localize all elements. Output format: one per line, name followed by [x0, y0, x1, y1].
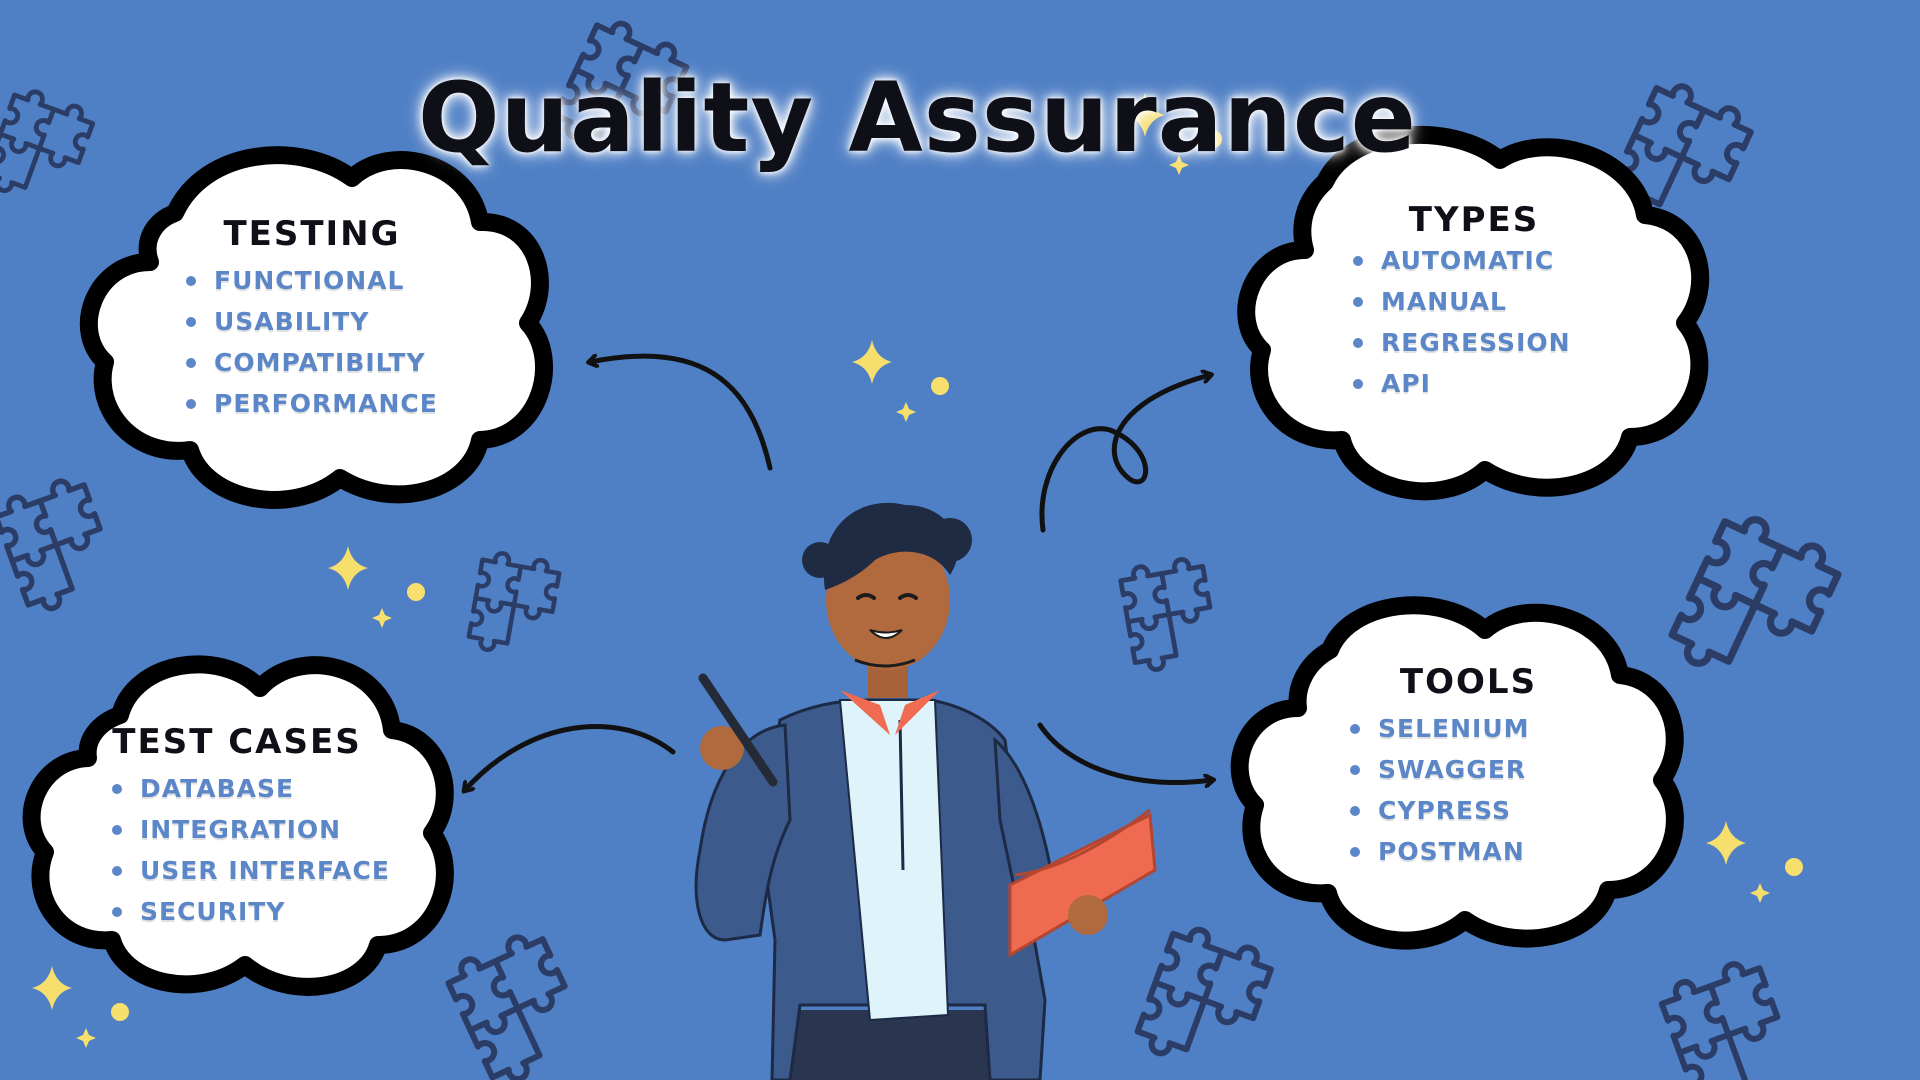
- tools-list: SELENIUM SWAGGER CYPRESS POSTMAN: [1346, 708, 1626, 872]
- testing-list: FUNCTIONAL USABILITY COMPATIBILTY PERFOR…: [182, 260, 482, 424]
- test-cases-list: DATABASE INTEGRATION USER INTERFACE SECU…: [108, 768, 408, 932]
- test-cases-cloud-content: TEST CASES DATABASE INTEGRATION USER INT…: [108, 722, 408, 932]
- puzzle-piece-icon: [1657, 956, 1799, 1080]
- list-item: USER INTERFACE: [108, 850, 408, 891]
- list-item: PERFORMANCE: [182, 383, 482, 424]
- sparkle-icon: [1706, 821, 1803, 903]
- tools-heading: TOOLS: [1399, 662, 1538, 702]
- cloud-test-cases: [22, 655, 454, 996]
- list-item: INTEGRATION: [108, 809, 408, 850]
- curved-arrow-icon: [1039, 375, 1210, 533]
- list-item: COMPATIBILTY: [182, 342, 482, 383]
- testing-heading: TESTING: [223, 214, 401, 254]
- cloud-types: [1237, 125, 1710, 501]
- curved-arrow-icon: [465, 724, 676, 790]
- types-cloud-content: TYPES AUTOMATIC MANUAL REGRESSION API: [1349, 200, 1649, 404]
- list-item: FUNCTIONAL: [182, 260, 482, 301]
- cloud-testing: [79, 146, 553, 509]
- cloud-tools: [1230, 596, 1684, 950]
- puzzle-piece-icon: [443, 927, 592, 1080]
- list-item: POSTMAN: [1346, 831, 1626, 872]
- puzzle-piece-icon: [1119, 556, 1219, 673]
- puzzle-piece-icon: [467, 550, 561, 660]
- page-title: Quality Assurance: [418, 62, 1417, 174]
- puzzle-piece-icon: [0, 85, 96, 211]
- sparkle-icon: [328, 546, 425, 628]
- list-item: MANUAL: [1349, 281, 1649, 322]
- sparkle-icon: [32, 966, 129, 1048]
- list-item: REGRESSION: [1349, 322, 1649, 363]
- list-item: AUTOMATIC: [1349, 240, 1649, 281]
- types-heading: TYPES: [1408, 200, 1540, 240]
- puzzle-piece-icon: [1665, 507, 1844, 701]
- curved-arrow-icon: [1037, 722, 1212, 783]
- puzzle-piece-icon: [1133, 921, 1275, 1079]
- curved-arrow-icon: [590, 353, 773, 471]
- presenter-illustration: [694, 502, 1157, 1080]
- types-list: AUTOMATIC MANUAL REGRESSION API: [1349, 240, 1649, 404]
- puzzle-piece-icon: [0, 474, 120, 616]
- test-cases-heading: TEST CASES: [112, 722, 362, 762]
- list-item: API: [1349, 363, 1649, 404]
- list-item: SWAGGER: [1346, 749, 1626, 790]
- testing-cloud-content: TESTING FUNCTIONAL USABILITY COMPATIBILT…: [182, 214, 482, 424]
- list-item: SELENIUM: [1346, 708, 1626, 749]
- list-item: DATABASE: [108, 768, 408, 809]
- list-item: USABILITY: [182, 301, 482, 342]
- list-item: SECURITY: [108, 891, 408, 932]
- tools-cloud-content: TOOLS SELENIUM SWAGGER CYPRESS POSTMAN: [1346, 662, 1626, 872]
- sparkle-icon: [852, 340, 949, 422]
- list-item: CYPRESS: [1346, 790, 1626, 831]
